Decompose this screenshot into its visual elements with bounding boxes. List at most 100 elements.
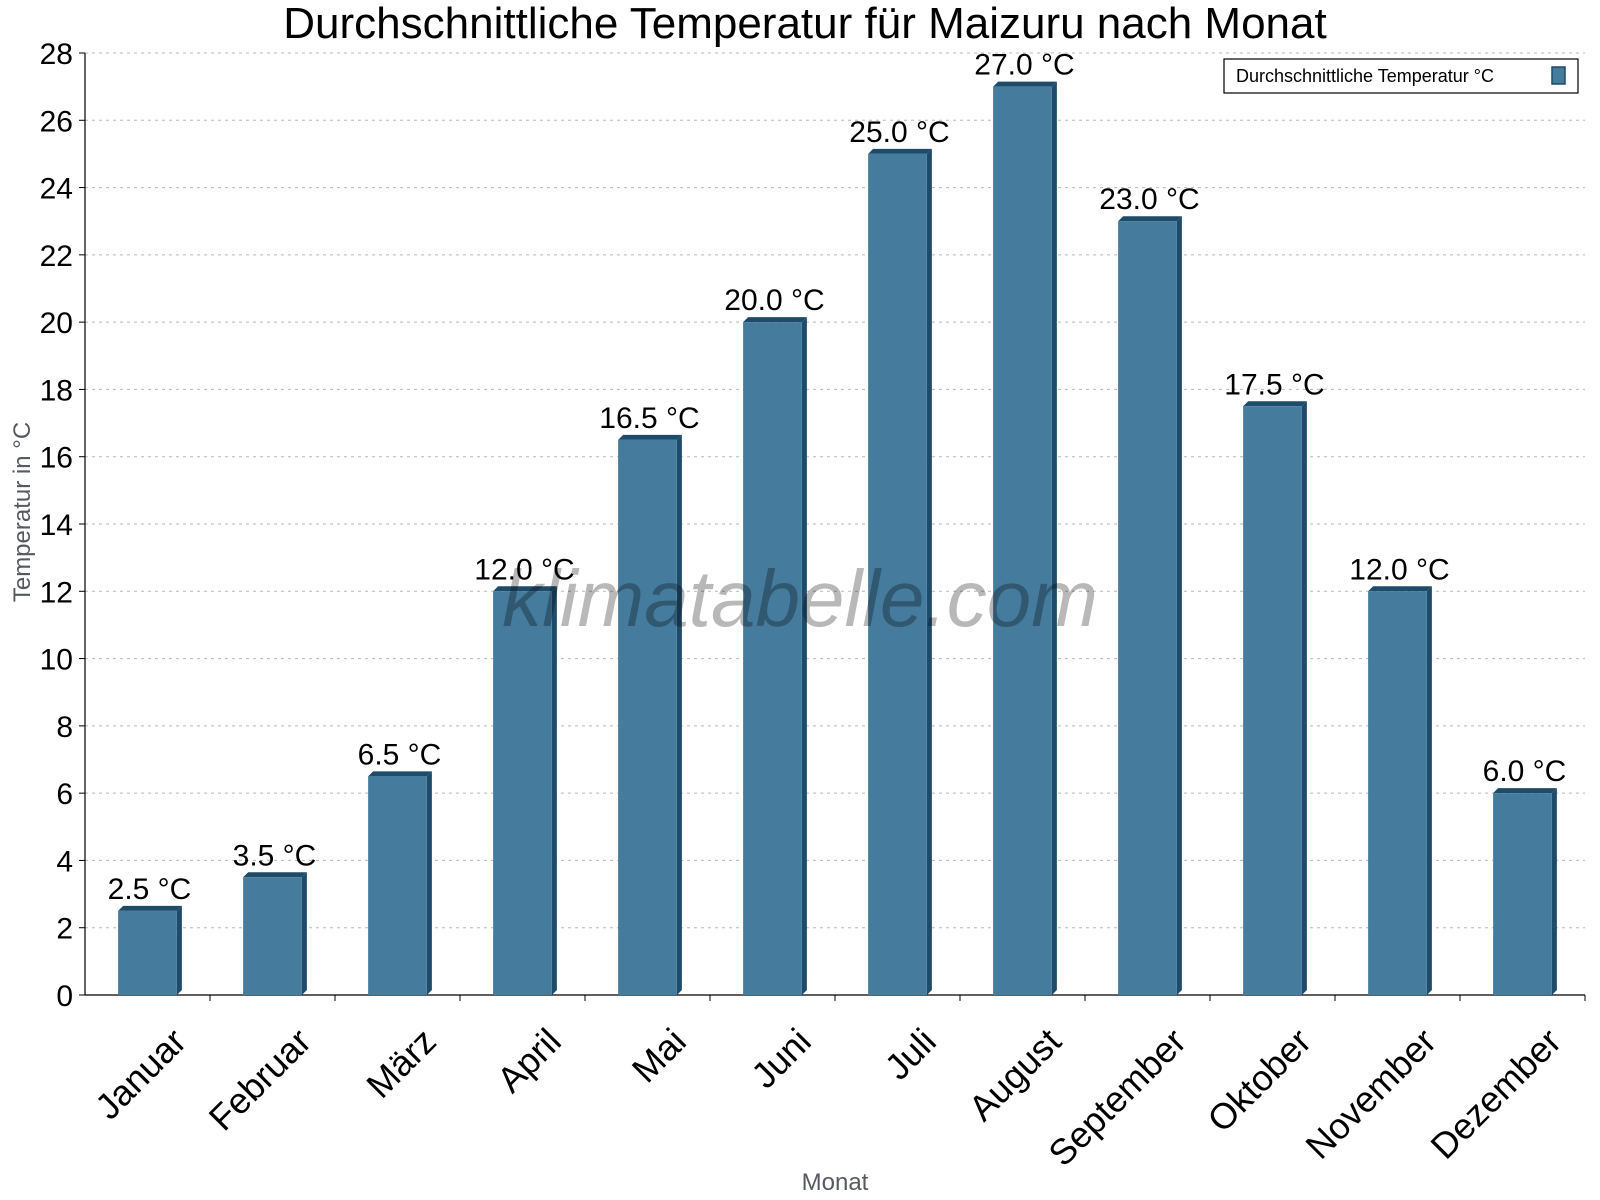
- x-tick-label: Mai: [624, 1020, 694, 1090]
- data-label: 3.5 °C: [233, 839, 317, 872]
- bar-front: [1368, 591, 1427, 995]
- y-tick-label: 10: [40, 644, 73, 677]
- y-tick-label: 8: [56, 711, 73, 744]
- data-label: 23.0 °C: [1099, 183, 1199, 216]
- y-tick-label: 12: [40, 576, 73, 609]
- bar-side: [801, 317, 807, 996]
- data-labels: 2.5 °C 3.5 °C 6.5 °C 12.0 °C 16.5 °C 20.0 °C 2…: [108, 49, 1567, 906]
- bar-side: [676, 434, 682, 996]
- bar-front: [368, 776, 427, 995]
- bar-side: [1426, 586, 1432, 995]
- bar-top: [493, 586, 557, 592]
- bar-top: [993, 81, 1057, 87]
- x-tick-label: Dezember: [1422, 1020, 1568, 1166]
- bar: [618, 434, 682, 996]
- bar-front: [118, 910, 177, 995]
- x-tick-label: Juli: [877, 1020, 944, 1087]
- y-tick-label: 24: [40, 173, 73, 206]
- bar: [993, 81, 1057, 995]
- data-label: 20.0 °C: [724, 284, 824, 317]
- x-tick-label: Oktober: [1199, 1020, 1319, 1140]
- grid-lines: [85, 52, 1585, 929]
- bar: [1493, 788, 1557, 995]
- legend: Durchschnittliche Temperatur °C: [1223, 58, 1579, 94]
- x-tick-label: November: [1297, 1020, 1443, 1166]
- x-tick-label: September: [1040, 1020, 1194, 1174]
- bar-side: [426, 771, 432, 995]
- bar-top: [243, 872, 307, 878]
- bar-side: [176, 905, 182, 995]
- bar: [743, 317, 807, 996]
- bar-top: [368, 771, 432, 777]
- y-tick-label: 0: [56, 980, 73, 1013]
- data-label: 12.0 °C: [474, 553, 574, 586]
- chart-title: Durchschnittliche Temperatur für Maizuru…: [283, 0, 1326, 48]
- bar: [493, 586, 557, 995]
- y-tick-label: 22: [40, 240, 73, 273]
- bar-top: [1368, 586, 1432, 592]
- bar-side: [1551, 788, 1557, 995]
- data-label: 2.5 °C: [108, 873, 192, 906]
- x-tick-label: April: [489, 1020, 569, 1100]
- y-tick-label: 28: [40, 38, 73, 71]
- x-tick-label: Juni: [743, 1020, 819, 1096]
- bars: [118, 81, 1557, 996]
- bar-side: [926, 148, 932, 995]
- bar-front: [493, 591, 552, 995]
- bar: [1118, 216, 1182, 995]
- x-tick-label: März: [358, 1020, 444, 1106]
- bar: [1243, 401, 1307, 995]
- bar-side: [1301, 401, 1307, 995]
- y-tick-label: 14: [40, 509, 73, 542]
- data-label: 6.0 °C: [1483, 755, 1567, 788]
- bar-top: [743, 317, 807, 323]
- y-tick-label: 4: [56, 845, 73, 878]
- y-tick-label: 18: [40, 374, 73, 407]
- y-tick-label: 20: [40, 307, 73, 340]
- bar-front: [1243, 406, 1302, 995]
- data-label: 17.5 °C: [1224, 368, 1324, 401]
- y-tick-label: 16: [40, 442, 73, 475]
- x-tick-label: August: [961, 1020, 1069, 1128]
- x-tick-label: Februar: [201, 1020, 319, 1138]
- x-axis-label: Monat: [802, 1169, 869, 1196]
- bar: [368, 771, 432, 995]
- bar: [243, 872, 307, 995]
- y-tick-label: 2: [56, 913, 73, 946]
- bar-front: [743, 322, 802, 996]
- bar-front: [993, 86, 1052, 995]
- y-axis-label: Temperatur in °C: [9, 422, 36, 602]
- bar-side: [1051, 81, 1057, 995]
- data-label: 25.0 °C: [849, 116, 949, 149]
- legend-swatch: [1551, 66, 1566, 85]
- bar-side: [1176, 216, 1182, 995]
- bar-top: [1493, 788, 1557, 794]
- bar-side: [301, 872, 307, 995]
- bar: [1368, 586, 1432, 995]
- data-label: 27.0 °C: [974, 49, 1074, 82]
- bar-top: [1243, 401, 1307, 407]
- bar-front: [618, 439, 677, 996]
- bar-top: [118, 905, 182, 911]
- bar-front: [243, 877, 302, 995]
- data-label: 6.5 °C: [358, 738, 442, 771]
- y-tick-label: 26: [40, 105, 73, 138]
- data-label: 16.5 °C: [599, 402, 699, 435]
- bar-top: [618, 434, 682, 440]
- bar-front: [868, 153, 927, 995]
- bar-side: [551, 586, 557, 995]
- bar-top: [868, 148, 932, 154]
- data-label: 12.0 °C: [1349, 553, 1449, 586]
- x-tick-label: Januar: [87, 1020, 194, 1127]
- y-tick-label: 6: [56, 778, 73, 811]
- bar: [118, 905, 182, 995]
- legend-series-label: Durchschnittliche Temperatur °C: [1236, 66, 1494, 86]
- bar-front: [1118, 221, 1177, 995]
- legend-box: [1223, 58, 1579, 94]
- watermark-text: klimatabelle.com: [502, 554, 1098, 643]
- bar: [868, 148, 932, 995]
- bar-top: [1118, 216, 1182, 222]
- bar-front: [1493, 793, 1552, 995]
